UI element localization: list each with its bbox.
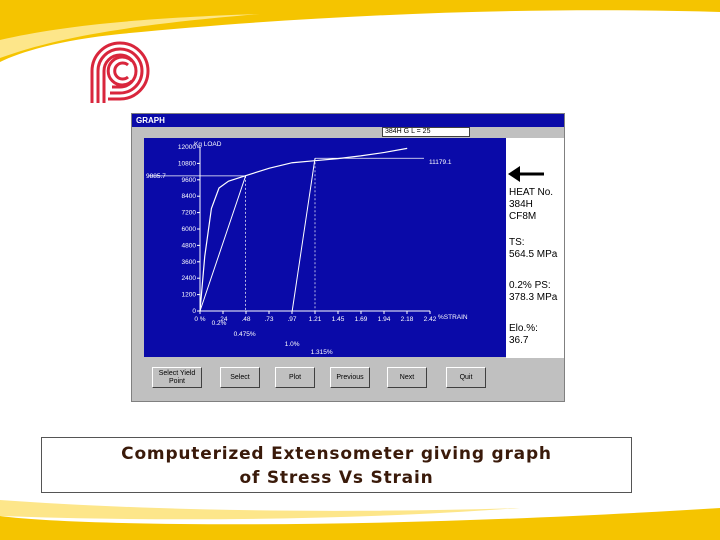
heat-spec: CF8M (509, 211, 537, 222)
tensile-strength-value: 564.5 MPa (509, 249, 558, 260)
window-title: GRAPH (132, 114, 564, 127)
caption-box: Computerized Extensometer giving graph o… (41, 437, 632, 493)
elongation-label: Elo.%: (509, 323, 538, 334)
y-tick-label: 7200 (182, 210, 197, 217)
x-tick-label: .24 (218, 316, 227, 323)
heat-number-label: HEAT No. (509, 187, 554, 198)
elongation-value: 36.7 (509, 335, 529, 346)
y-tick-label: 0 (192, 308, 196, 315)
y-tick-label: 4800 (182, 242, 197, 249)
arrow-left-icon (508, 166, 544, 182)
y-tick-label: 3600 (182, 259, 197, 266)
select-yield-label-line2: Point (169, 377, 185, 385)
y-tick-label: 1200 (182, 292, 197, 299)
yield-value-label: 9885.7 (146, 173, 166, 180)
caption-line-2: of Stress Vs Strain (239, 468, 434, 488)
strain-annotation: 0.475% (234, 331, 256, 338)
x-tick-label: 2.18 (401, 316, 414, 323)
next-button[interactable]: Next (387, 367, 427, 388)
strain-annotation: 1.0% (285, 341, 300, 348)
heat-grade: 384H (509, 199, 533, 210)
y-axis-label: Kg LOAD (194, 141, 222, 148)
plot-button[interactable]: Plot (275, 367, 315, 388)
proof-stress-label: 0.2% PS: (509, 280, 551, 291)
x-tick-label: 0 % (194, 316, 205, 323)
x-tick-label: 1.21 (309, 316, 322, 323)
offset-line (199, 175, 247, 312)
caption-line-1: Computerized Extensometer giving graph (121, 444, 552, 464)
gauge-length-field[interactable]: 384H G L = 25 (382, 127, 470, 137)
graph-window: GRAPH 384H G L = 25 12000 10800 9600 8400 72… (131, 113, 565, 402)
strain-annotation: 1.315% (311, 349, 333, 356)
select-button[interactable]: Select (220, 367, 260, 388)
proof-stress-value: 378.3 MPa (509, 292, 558, 303)
peak-value-label: 11179.1 (429, 159, 452, 166)
stress-strain-curve (199, 147, 408, 312)
x-tick-label: .97 (287, 316, 296, 323)
x-axis-label: %STRAIN (438, 314, 468, 321)
tensile-strength-label: TS: (509, 237, 525, 248)
previous-button[interactable]: Previous (330, 367, 370, 388)
y-tick-label: 10800 (178, 160, 196, 167)
stress-strain-plot: 12000 10800 9600 8400 7200 6000 4800 3600 2400 12… (144, 138, 506, 357)
plot-canvas: 1200010800960084007200600048003600240012… (146, 141, 468, 356)
strain-annotation: 0.2% (212, 320, 227, 327)
quit-button[interactable]: Quit (446, 367, 486, 388)
x-tick-label: 1.94 (378, 316, 391, 323)
select-yield-label-line1: Select Yield (158, 369, 196, 377)
results-panel: HEAT No. 384H CF8M TS: 564.5 MPa 0.2% PS… (506, 138, 564, 358)
y-tick-label: 8400 (182, 193, 197, 200)
x-tick-label: .73 (264, 316, 273, 323)
select-yield-point-button[interactable]: Select Yield Point (152, 367, 202, 388)
x-tick-label: 1.45 (332, 316, 345, 323)
y-tick-label: 12000 (178, 144, 196, 151)
x-tick-label: .48 (241, 316, 250, 323)
company-logo (90, 41, 150, 103)
y-tick-label: 2400 (182, 275, 197, 282)
x-tick-label: 2.42 (424, 316, 437, 323)
y-tick-label: 9600 (182, 177, 197, 184)
offset-line (291, 158, 316, 312)
y-tick-label: 6000 (182, 226, 197, 233)
x-tick-label: 1.69 (355, 316, 368, 323)
